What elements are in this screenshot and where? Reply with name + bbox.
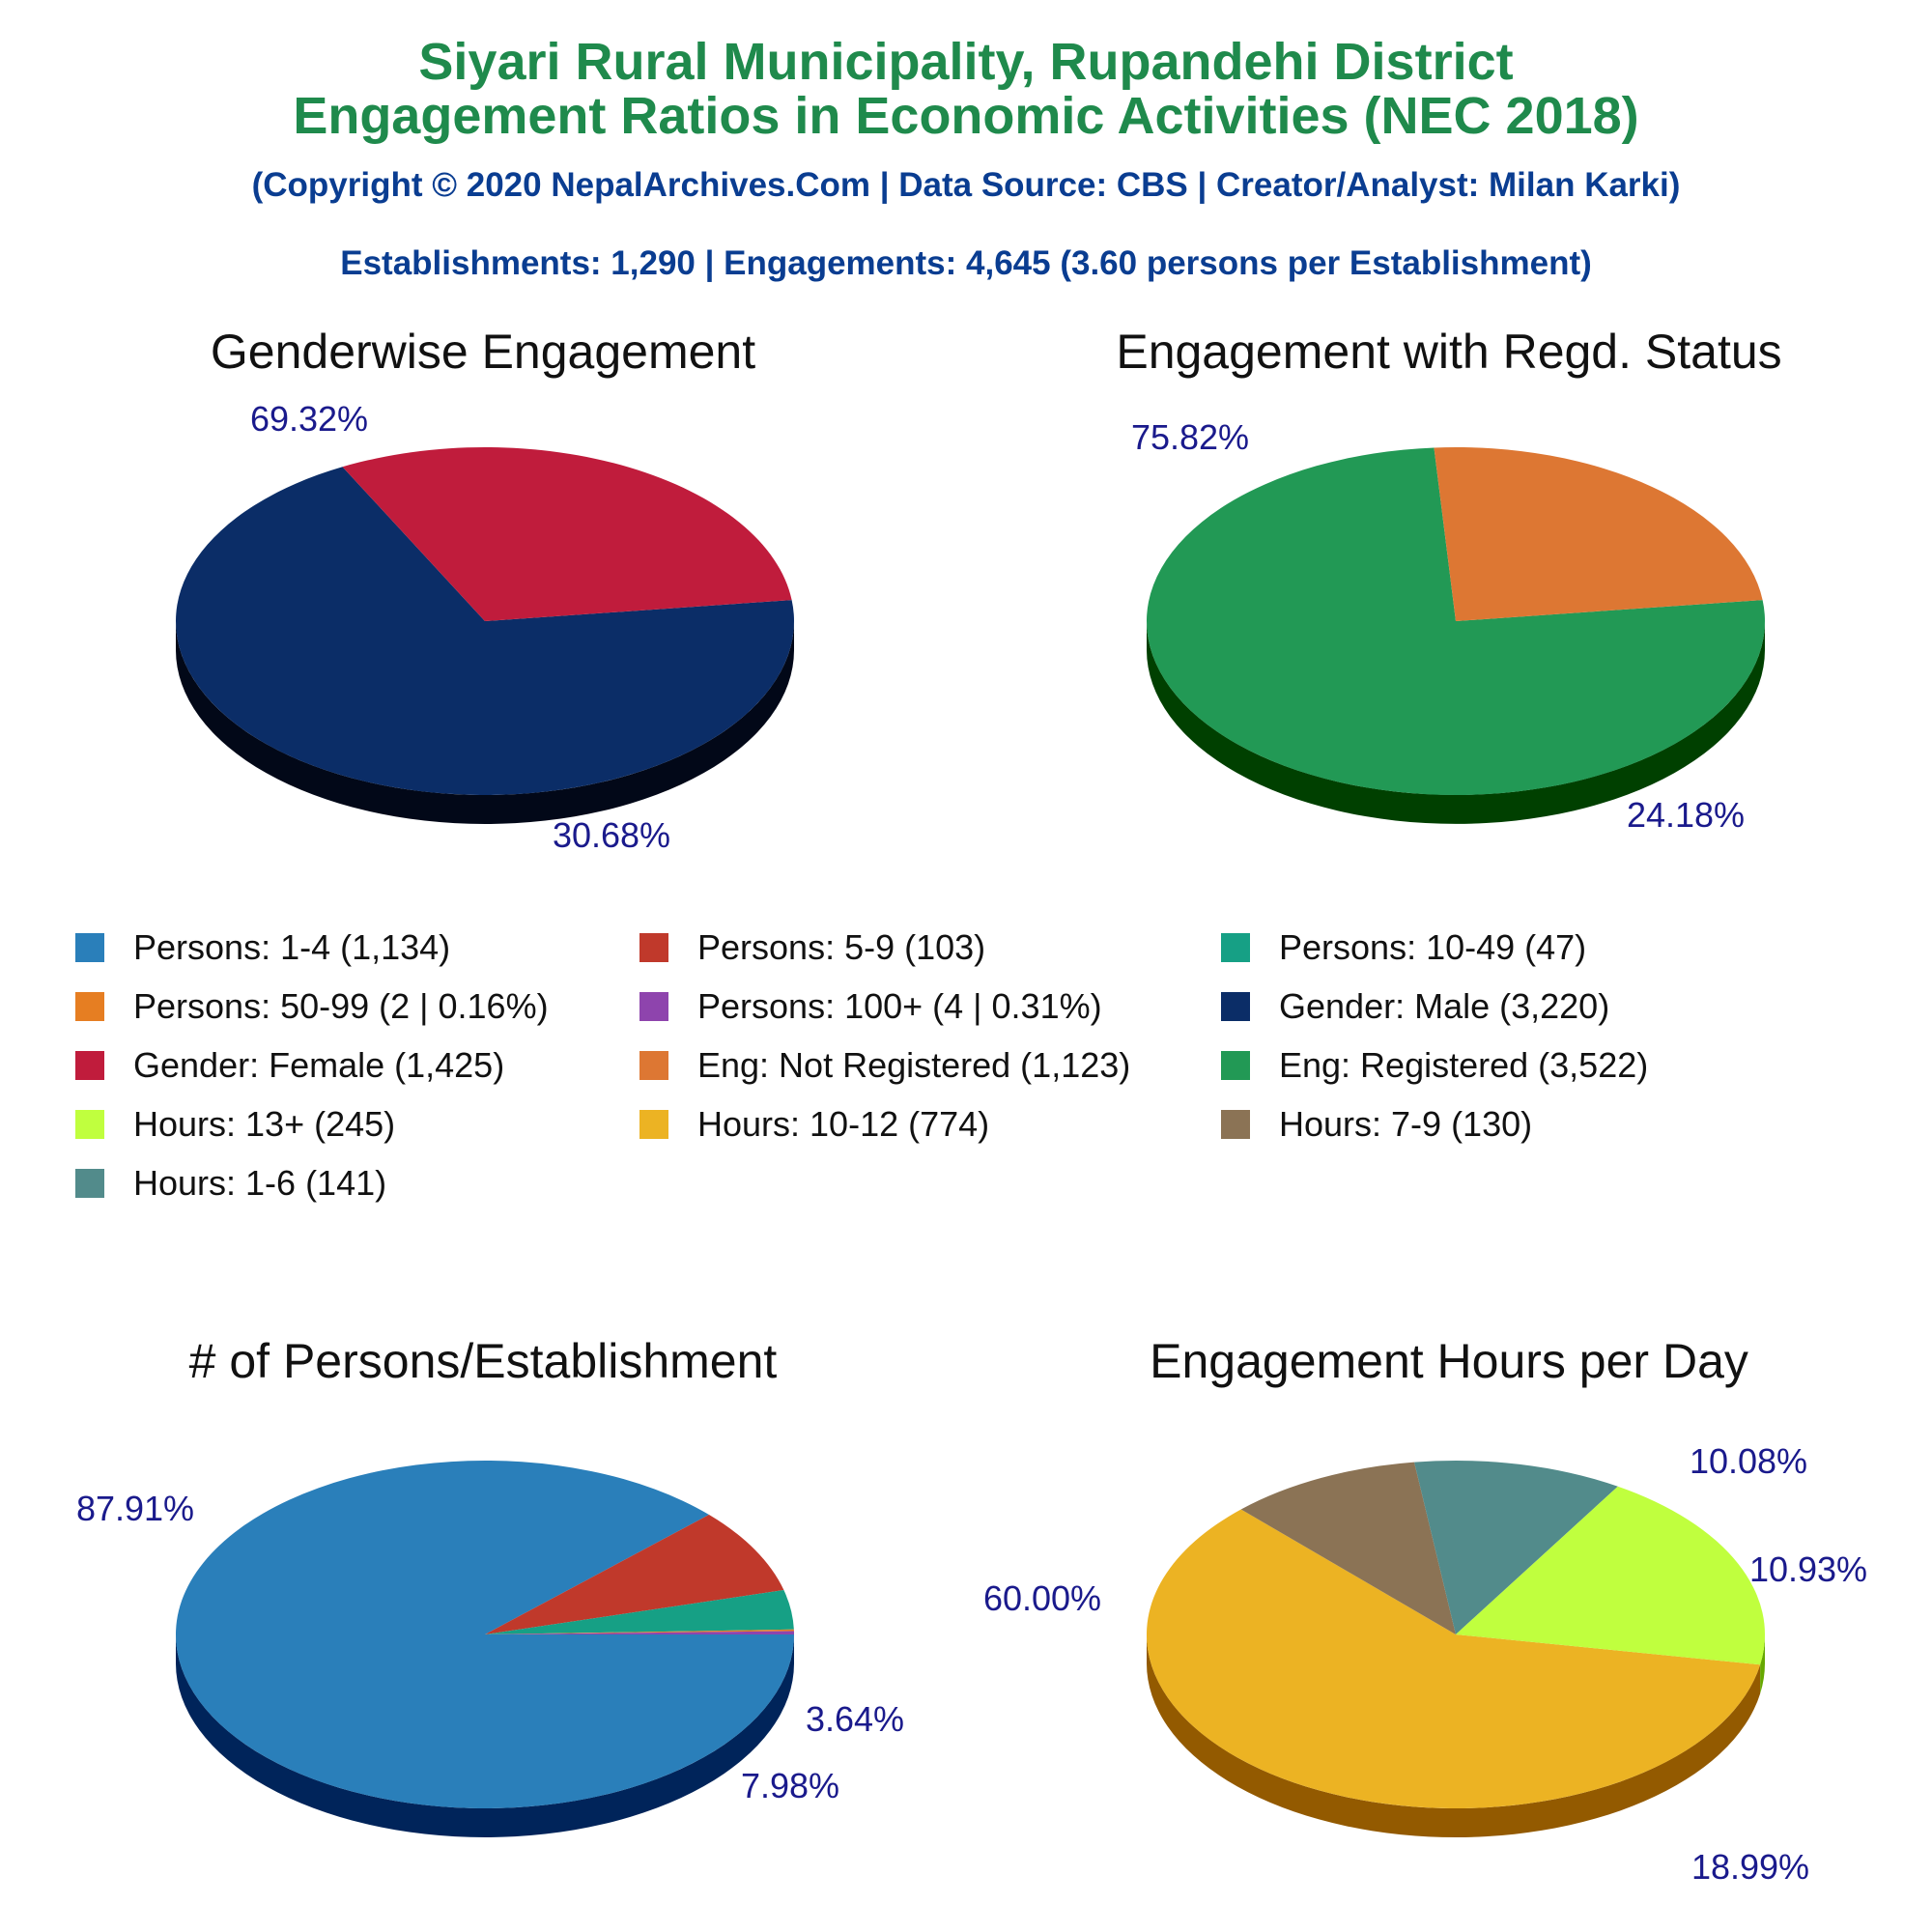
pie-slice bbox=[1456, 1486, 1765, 1665]
legend-item: Hours: 13+ (245) bbox=[75, 1104, 395, 1145]
legend-label: Gender: Male (3,220) bbox=[1279, 986, 1610, 1026]
legend-swatch bbox=[639, 1051, 668, 1080]
legend-label: Eng: Registered (3,522) bbox=[1279, 1045, 1649, 1085]
main-title-line2: Engagement Ratios in Economic Activities… bbox=[293, 87, 1639, 145]
slice-percent-label: 60.00% bbox=[983, 1578, 1101, 1618]
pie-chart: 75.82% 24.18% bbox=[1131, 417, 1765, 835]
pie-slice bbox=[1434, 447, 1763, 621]
pie-chart: 69.32% 30.68% bbox=[176, 399, 794, 855]
slice-percent-label: 18.99% bbox=[1691, 1847, 1809, 1887]
legend-label: Hours: 10-12 (774) bbox=[697, 1104, 990, 1144]
pie-slice bbox=[1146, 447, 1765, 796]
chart-title-gender: Genderwise Engagement bbox=[210, 325, 756, 379]
slice-percent-label: 69.32% bbox=[250, 399, 368, 439]
legend-swatch bbox=[1221, 1110, 1250, 1139]
legend-swatch bbox=[1221, 992, 1250, 1021]
pie-slice bbox=[1147, 1509, 1761, 1808]
legend-item: Persons: 10-49 (47) bbox=[1221, 927, 1586, 968]
pie-side-wall bbox=[1147, 621, 1765, 824]
pie-chart: 87.91% 7.98% 3.64% bbox=[76, 1461, 904, 1837]
legend-item: Gender: Female (1,425) bbox=[75, 1045, 504, 1086]
legend-item: Eng: Registered (3,522) bbox=[1221, 1045, 1648, 1086]
legend-label: Eng: Not Registered (1,123) bbox=[697, 1045, 1131, 1085]
legend-swatch bbox=[1221, 933, 1250, 962]
pie-side-wall bbox=[176, 621, 794, 824]
copyright-line: (Copyright © 2020 NepalArchives.Com | Da… bbox=[251, 166, 1681, 204]
pie-slice bbox=[342, 446, 792, 621]
legend-label: Persons: 5-9 (103) bbox=[697, 927, 986, 967]
legend-item: Hours: 1-6 (141) bbox=[75, 1163, 386, 1204]
slice-percent-label: 10.08% bbox=[1690, 1441, 1807, 1481]
legend-swatch bbox=[639, 1110, 668, 1139]
legend-swatch bbox=[75, 933, 104, 962]
legend-label: Persons: 10-49 (47) bbox=[1279, 927, 1587, 967]
legend-item: Persons: 5-9 (103) bbox=[639, 927, 985, 968]
main-title-line1: Siyari Rural Municipality, Rupandehi Dis… bbox=[418, 33, 1514, 91]
legend-swatch bbox=[75, 1110, 104, 1139]
legend-swatch bbox=[639, 933, 668, 962]
slice-percent-label: 3.64% bbox=[806, 1699, 904, 1739]
slice-percent-label: 10.93% bbox=[1749, 1549, 1867, 1589]
pie-slice bbox=[485, 1590, 794, 1634]
legend-swatch bbox=[639, 992, 668, 1021]
legend-swatch bbox=[1221, 1051, 1250, 1080]
legend-item: Gender: Male (3,220) bbox=[1221, 986, 1609, 1027]
legend-swatch bbox=[75, 1051, 104, 1080]
legend-item: Eng: Not Registered (1,123) bbox=[639, 1045, 1130, 1086]
legend-label: Hours: 13+ (245) bbox=[133, 1104, 396, 1144]
pie-slice bbox=[176, 467, 794, 795]
legend-swatch bbox=[75, 992, 104, 1021]
chart-title-persons: # of Persons/Establishment bbox=[188, 1334, 778, 1388]
legend-item: Persons: 1-4 (1,134) bbox=[75, 927, 450, 968]
pie-slice bbox=[1414, 1461, 1618, 1634]
legend-label: Persons: 50-99 (2 | 0.16%) bbox=[133, 986, 549, 1026]
legend-label: Persons: 1-4 (1,134) bbox=[133, 927, 451, 967]
legend-label: Persons: 100+ (4 | 0.31%) bbox=[697, 986, 1102, 1026]
legend-label: Hours: 1-6 (141) bbox=[133, 1163, 387, 1203]
slice-percent-label: 87.91% bbox=[76, 1489, 194, 1528]
legend-item: Persons: 100+ (4 | 0.31%) bbox=[639, 986, 1102, 1027]
chart-title-hours: Engagement Hours per Day bbox=[1150, 1334, 1748, 1388]
legend-label: Hours: 7-9 (130) bbox=[1279, 1104, 1533, 1144]
pie-slice bbox=[1240, 1462, 1456, 1634]
pie-side-wall bbox=[176, 1634, 794, 1837]
pie-side-wall bbox=[1147, 1634, 1761, 1838]
pie-slice bbox=[485, 1629, 794, 1634]
legend-label: Gender: Female (1,425) bbox=[133, 1045, 505, 1085]
pie-side-wall bbox=[1760, 1634, 1765, 1694]
pie-slice bbox=[485, 1631, 795, 1634]
legend-item: Hours: 7-9 (130) bbox=[1221, 1104, 1532, 1145]
slice-percent-label: 30.68% bbox=[553, 815, 670, 855]
slice-percent-label: 75.82% bbox=[1131, 417, 1249, 457]
pie-chart: 60.00% 10.08% 10.93% 18.99% bbox=[983, 1441, 1867, 1887]
pie-slice bbox=[485, 1515, 784, 1634]
slice-percent-label: 7.98% bbox=[741, 1766, 839, 1805]
legend-item: Persons: 50-99 (2 | 0.16%) bbox=[75, 986, 549, 1027]
chart-title-regd: Engagement with Regd. Status bbox=[1116, 325, 1782, 379]
legend-swatch bbox=[75, 1169, 104, 1198]
slice-percent-label: 24.18% bbox=[1627, 795, 1745, 835]
legend-item: Hours: 10-12 (774) bbox=[639, 1104, 989, 1145]
pie-slice bbox=[176, 1461, 795, 1809]
summary-line: Establishments: 1,290 | Engagements: 4,6… bbox=[340, 244, 1592, 282]
